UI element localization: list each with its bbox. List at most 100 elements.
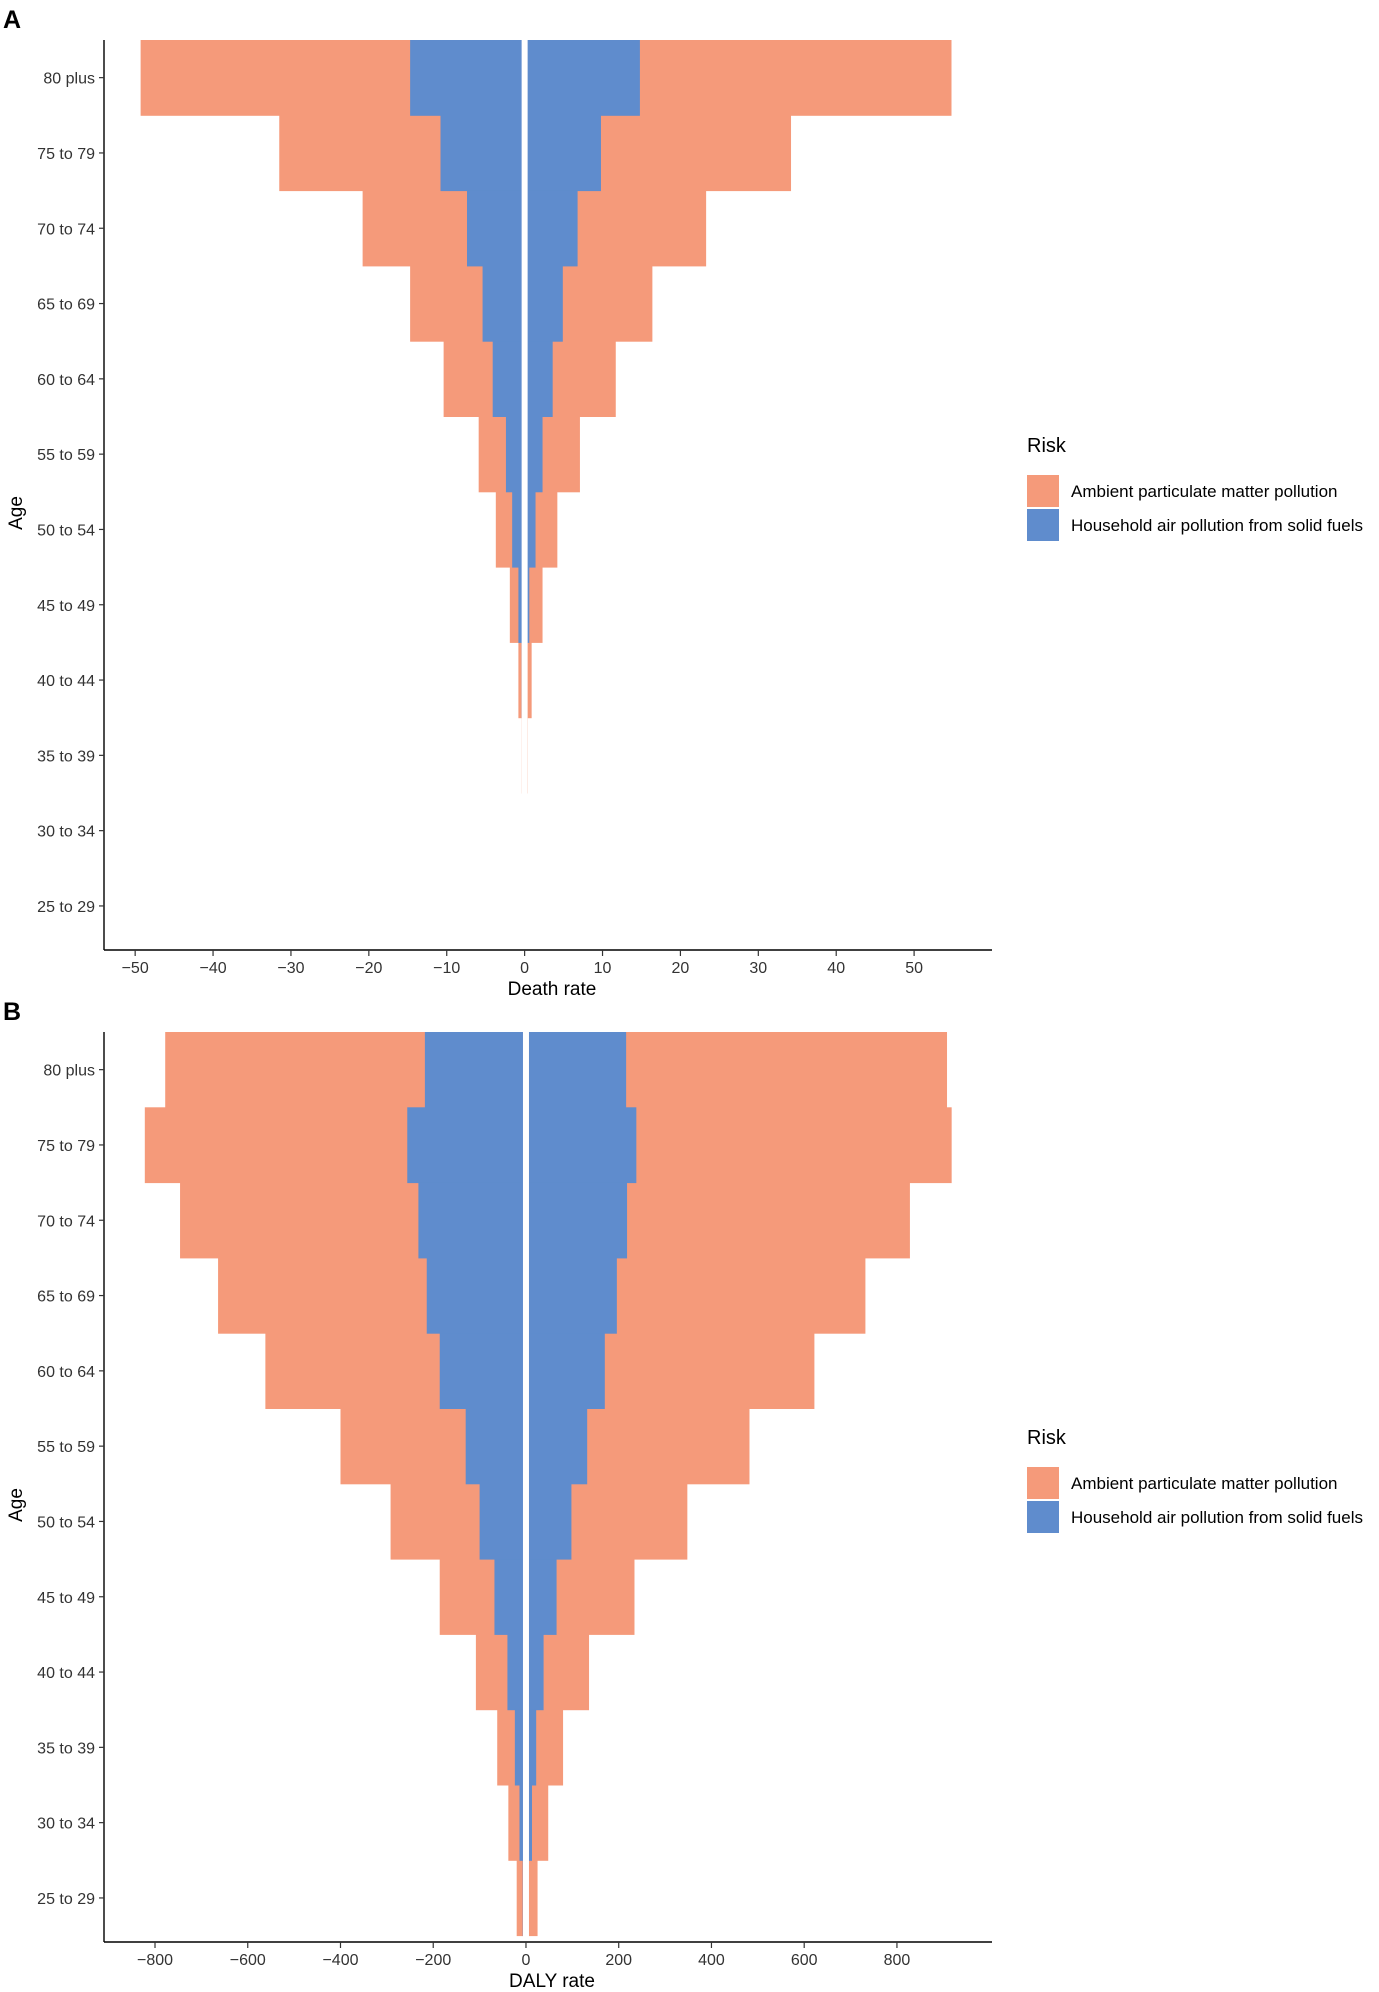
y-tick-label: 45 to 49 xyxy=(37,598,95,615)
bar-household-right xyxy=(525,1107,637,1184)
y-tick-label: 75 to 79 xyxy=(37,1138,95,1155)
bar-household-right xyxy=(524,40,640,116)
y-axis-title: Age xyxy=(6,1488,27,1522)
bar-household-left xyxy=(465,1408,526,1485)
bar-household-right xyxy=(524,115,601,192)
bar-household-left xyxy=(407,1107,526,1184)
bar-household-right xyxy=(525,1182,628,1259)
x-axis-title: Death rate xyxy=(508,979,597,1000)
x-tick-label: −200 xyxy=(415,1952,451,1969)
x-axis-title: DALY rate xyxy=(509,1971,595,1992)
bar-household-left xyxy=(492,341,525,417)
bar-household-left xyxy=(505,416,525,493)
bar-household-left xyxy=(410,40,525,116)
legend: Risk Ambient particulate matter pollution… xyxy=(1027,1427,1363,1533)
legend-title: Risk xyxy=(1027,1427,1067,1449)
bar-ambient-right xyxy=(525,1860,538,1937)
bar-household-right xyxy=(525,1785,533,1861)
y-tick-label: 75 to 79 xyxy=(37,146,95,163)
x-tick-label: 200 xyxy=(605,1952,632,1969)
legend-label-ambient: Ambient particulate matter pollution xyxy=(1071,1474,1337,1493)
bar-household-left xyxy=(494,1559,526,1635)
x-tick-label: 800 xyxy=(884,1952,911,1969)
y-tick-label: 50 to 54 xyxy=(37,522,95,539)
x-tick-label: −10 xyxy=(433,960,460,977)
bar-household-right xyxy=(525,1032,627,1108)
bar-household-left xyxy=(519,1785,526,1861)
y-tick-label: 25 to 29 xyxy=(37,1891,95,1908)
y-tick-label: 30 to 34 xyxy=(37,1816,95,1833)
y-tick-label: 70 to 74 xyxy=(37,221,95,238)
bar-household-left xyxy=(439,1333,526,1409)
bar-household-right xyxy=(524,341,553,417)
x-tick-label: −600 xyxy=(230,1952,266,1969)
y-tick-label: 60 to 64 xyxy=(37,1364,95,1381)
legend-title: Risk xyxy=(1027,435,1067,457)
x-tick-label: −40 xyxy=(199,960,226,977)
y-tick-label: 70 to 74 xyxy=(37,1213,95,1230)
bar-household-left xyxy=(424,1032,526,1108)
bar-household-left xyxy=(507,1634,526,1711)
y-tick-label: 40 to 44 xyxy=(37,673,95,690)
legend-label-household: Household air pollution from solid fuels xyxy=(1071,516,1363,535)
legend-key-household xyxy=(1027,1501,1059,1533)
legend-key-ambient xyxy=(1027,1467,1059,1499)
bar-household-right xyxy=(525,1483,572,1560)
bar-household-right xyxy=(524,265,563,342)
bar-household-left xyxy=(482,265,525,342)
y-tick-label: 30 to 34 xyxy=(37,824,95,841)
bar-household-left xyxy=(440,115,525,192)
legend-label-household: Household air pollution from solid fuels xyxy=(1071,1508,1363,1527)
x-tick-label: 0 xyxy=(520,960,529,977)
bar-household-left xyxy=(426,1257,526,1334)
x-tick-label: −800 xyxy=(137,1952,173,1969)
y-tick-label: 35 to 39 xyxy=(37,748,95,765)
y-tick-label: 25 to 29 xyxy=(37,899,95,916)
bar-household-right xyxy=(525,1634,544,1711)
bar-household-right xyxy=(524,416,543,493)
panel-letter: A xyxy=(3,6,21,34)
bar-household-left xyxy=(479,1483,526,1560)
x-tick-label: −50 xyxy=(122,960,149,977)
bar-household-left xyxy=(466,190,525,267)
zero-divider xyxy=(522,1030,529,1944)
bar-household-right xyxy=(525,1559,557,1635)
bar-household-right xyxy=(525,1257,617,1334)
x-tick-label: 600 xyxy=(791,1952,818,1969)
bar-ambient-left xyxy=(516,1860,526,1937)
y-tick-label: 80 plus xyxy=(43,1063,95,1080)
chart-panel-a: A 80 plus 75 to 79 70 to 74 65 to 69 60 to 64… xyxy=(3,6,1363,1000)
y-tick-label: 60 to 64 xyxy=(37,372,95,389)
bar-household-right xyxy=(525,1709,537,1786)
x-tick-label: 50 xyxy=(905,960,923,977)
x-tick-label: 30 xyxy=(749,960,767,977)
x-tick-label: 10 xyxy=(594,960,612,977)
bar-household-right xyxy=(525,1408,588,1485)
y-tick-label: 65 to 69 xyxy=(37,297,95,314)
y-tick-label: 55 to 59 xyxy=(37,1439,95,1456)
bar-household-right xyxy=(525,1333,605,1409)
y-axis-title: Age xyxy=(6,496,27,530)
x-tick-label: −20 xyxy=(355,960,382,977)
x-tick-label: 20 xyxy=(672,960,690,977)
legend: Risk Ambient particulate matter pollution… xyxy=(1027,435,1363,541)
x-tick-label: 40 xyxy=(827,960,845,977)
bar-household-left xyxy=(518,567,525,643)
y-tick-label: 65 to 69 xyxy=(37,1289,95,1306)
y-tick-label: 80 plus xyxy=(43,71,95,88)
panel-letter: B xyxy=(3,998,21,1026)
bar-household-left xyxy=(418,1182,526,1259)
bars xyxy=(144,1032,952,1937)
x-tick-label: −400 xyxy=(322,1952,358,1969)
bar-household-right xyxy=(524,190,578,267)
y-tick-label: 55 to 59 xyxy=(37,447,95,464)
y-tick-label: 40 to 44 xyxy=(37,1665,95,1682)
legend-key-household xyxy=(1027,509,1059,541)
legend-key-ambient xyxy=(1027,475,1059,507)
bar-household-left xyxy=(512,491,525,568)
bar-household-left xyxy=(514,1709,526,1786)
x-tick-label: 0 xyxy=(522,1952,531,1969)
legend-label-ambient: Ambient particulate matter pollution xyxy=(1071,482,1337,501)
